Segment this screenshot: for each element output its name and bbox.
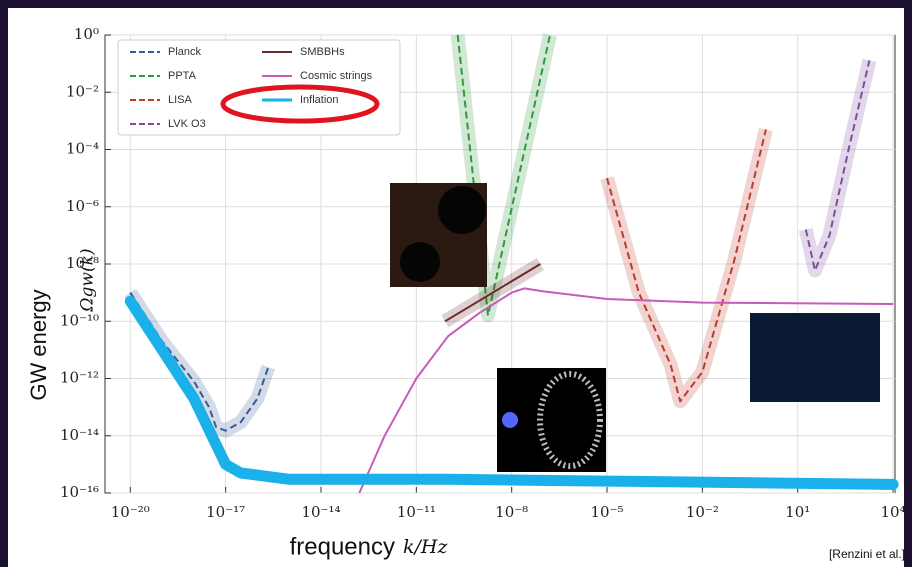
x-tick-label: 10⁻²⁰ [111, 503, 150, 521]
series-line [358, 287, 894, 494]
series-line [124, 295, 899, 490]
series-line [444, 263, 541, 323]
y-tick-label: 10⁻¹⁶ [60, 483, 99, 501]
legend-label: LVK O3 [168, 118, 206, 130]
highlight-ellipse [220, 84, 380, 124]
source: [Renzini et al.] [829, 547, 905, 561]
y-tick-label: 10⁻¹² [60, 369, 99, 387]
y-tick-label: 10⁰ [74, 25, 99, 43]
y-symbol: Ωgw(k) [78, 248, 98, 312]
x-tick-label: 10⁻⁸ [495, 503, 528, 521]
photo-detail [537, 371, 603, 469]
x-tick-label: 10⁻² [686, 503, 719, 521]
y-tick-label: 10⁻² [66, 82, 99, 100]
series-line [606, 129, 767, 403]
x-tick-label: 10⁻¹⁷ [206, 503, 245, 521]
legend-label: Inflation [300, 94, 339, 106]
photos [390, 183, 880, 472]
y-tick-label: 10⁻¹⁴ [60, 426, 99, 444]
x-tick-label: 10⁻¹¹ [397, 503, 436, 521]
y-label: GW energy [26, 289, 51, 400]
x-label: frequency [290, 533, 395, 560]
y-tick-label: 10⁻¹⁰ [60, 311, 99, 329]
photo-detail [400, 242, 440, 282]
photo-detail [438, 186, 486, 234]
curves [124, 33, 899, 494]
x-tick-label: 10⁻⁵ [591, 503, 624, 521]
y-tick-label: 10⁻⁶ [66, 197, 99, 215]
x-tick-label: 10⁴ [881, 503, 906, 521]
legend-label: Planck [168, 46, 202, 58]
x-unit: k/Hz [403, 536, 448, 558]
series-line [456, 34, 551, 317]
legend-label: Cosmic strings [300, 70, 373, 82]
series-line [804, 60, 871, 272]
legend-label: LISA [168, 94, 193, 106]
legend-label: SMBBHs [300, 46, 345, 58]
y-tick-label: 10⁻⁸ [66, 254, 99, 272]
series-line [129, 292, 270, 432]
y-tick-label: 10⁻⁴ [66, 140, 99, 158]
x-tick-label: 10⁻¹⁴ [301, 503, 340, 521]
photo-detail [502, 412, 518, 428]
x-tick-label: 10¹ [785, 503, 810, 521]
legend-label: PPTA [168, 70, 197, 82]
photo-cmb [750, 313, 880, 402]
